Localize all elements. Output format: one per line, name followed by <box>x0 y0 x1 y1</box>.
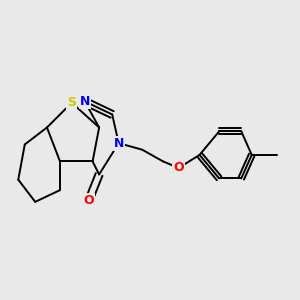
Text: N: N <box>113 137 124 150</box>
Text: O: O <box>173 161 184 174</box>
Text: O: O <box>83 194 94 207</box>
Text: S: S <box>67 96 76 109</box>
Text: N: N <box>80 95 90 108</box>
